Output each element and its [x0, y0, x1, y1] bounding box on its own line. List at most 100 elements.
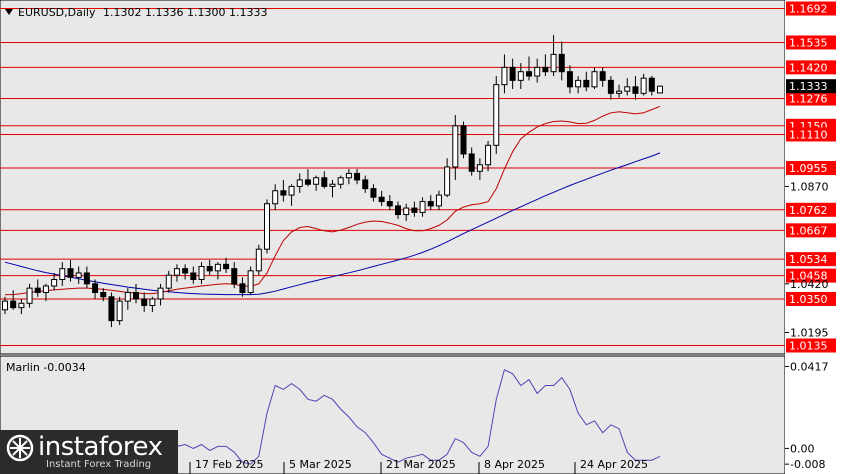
current-price-label-bg: [786, 79, 836, 94]
level-label: 1.0955: [789, 162, 828, 175]
x-axis-layer: 17 Feb 2025 5 Mar 2025 21 Mar 2025 8 Apr 20…: [189, 458, 648, 474]
ma-layer: [4, 105, 661, 296]
candle: [386, 195, 393, 211]
candle: [214, 262, 221, 280]
candle: [272, 184, 279, 211]
candle: [452, 114, 459, 180]
candle: [10, 290, 17, 310]
date-tick-label: 8 Apr 2025: [484, 458, 545, 471]
candle: [280, 179, 287, 202]
candle: [124, 288, 131, 310]
candle: [206, 260, 213, 276]
candle: [362, 175, 369, 193]
candle: [468, 147, 475, 176]
candle: [624, 78, 631, 96]
candle: [18, 298, 25, 315]
candle: [321, 171, 328, 189]
candle: [419, 197, 426, 217]
date-tick-label: 17 Feb 2025: [195, 458, 263, 471]
level-label-bg: [786, 252, 836, 267]
osc-tick-label: 0.00: [790, 442, 815, 455]
level-label-bg: [786, 161, 836, 176]
candle: [42, 283, 49, 302]
candle: [51, 272, 58, 291]
candle: [616, 84, 623, 98]
level-label: 1.1110: [789, 128, 828, 141]
level-label-bg: [786, 223, 836, 238]
level-label: 1.1420: [789, 61, 828, 74]
candle-layer: [2, 34, 663, 328]
level-label-bg: [786, 60, 836, 75]
candle: [640, 73, 647, 96]
candle: [460, 121, 467, 159]
candle: [550, 34, 557, 77]
candle: [149, 296, 156, 312]
indicator-name: Marlin -0.0034: [6, 361, 86, 374]
date-tick-label: 24 Apr 2025: [580, 458, 648, 471]
candle: [427, 195, 434, 211]
candle: [337, 175, 344, 189]
level-label-bg: [786, 291, 836, 306]
candle: [255, 244, 262, 276]
ohlc-label: 1.1302 1.1336 1.1300 1.1333: [103, 6, 267, 19]
level-label: 1.1692: [789, 2, 828, 15]
candle: [648, 76, 655, 96]
price-tick-label: 1.0195: [790, 327, 829, 340]
candle: [526, 56, 532, 81]
candle: [108, 292, 115, 328]
candle: [304, 169, 311, 187]
level-label-bg: [786, 268, 836, 283]
price-tick-label: 1.0420: [790, 278, 829, 291]
candle: [493, 76, 500, 154]
candle: [247, 266, 254, 295]
candle: [485, 140, 492, 172]
axis-layer: 1.0870 1.0420 1.0195 1.1333: [785, 79, 836, 340]
level-label: 1.0534: [789, 253, 828, 266]
candle: [403, 203, 410, 222]
instaforex-logo-icon: [6, 434, 34, 462]
candle: [657, 85, 663, 94]
candle: [534, 58, 541, 83]
symbol-label: EURUSD,Daily: [18, 6, 96, 19]
level-label-bg: [786, 202, 836, 217]
candle: [173, 264, 180, 282]
date-tick-label: 21 Mar 2025: [386, 458, 456, 471]
candle: [575, 76, 582, 94]
candle: [411, 201, 418, 217]
candle: [116, 296, 123, 325]
level-label: 1.0762: [789, 204, 828, 217]
price-panel: [0, 0, 786, 355]
level-label: 1.0350: [789, 293, 828, 306]
logo-name: instaforex: [38, 432, 163, 462]
candle: [444, 158, 451, 198]
level-label: 1.0135: [789, 340, 828, 353]
candle: [354, 169, 361, 185]
candle: [264, 199, 270, 254]
level-label: 1.1535: [789, 36, 828, 49]
candle: [435, 190, 442, 211]
candle: [296, 173, 303, 193]
candle: [329, 179, 336, 198]
current-price-label: 1.1333: [789, 80, 828, 93]
candle: [75, 266, 82, 284]
date-tick-label: 5 Mar 2025: [289, 458, 352, 471]
level-label-bg: [786, 338, 836, 353]
candle: [223, 257, 230, 273]
level-label: 1.0458: [789, 270, 828, 283]
candle: [509, 58, 516, 90]
level-label-bg: [786, 35, 836, 50]
osc-tick-label: -0.008: [790, 458, 825, 471]
candle: [632, 76, 639, 100]
candle: [378, 190, 385, 206]
candle: [566, 65, 573, 94]
candle: [370, 184, 377, 202]
level-label-bg: [786, 1, 836, 16]
level-label-bg: [786, 127, 836, 142]
logo-tagline: Instant Forex Trading: [46, 459, 152, 470]
dropdown-arrow-icon[interactable]: [5, 9, 13, 15]
levels-layer: 1.16921.15351.14201.12761.11501.11101.09…: [0, 1, 836, 353]
level-label-bg: [786, 91, 836, 106]
candle: [2, 296, 8, 315]
candle: [92, 279, 99, 299]
